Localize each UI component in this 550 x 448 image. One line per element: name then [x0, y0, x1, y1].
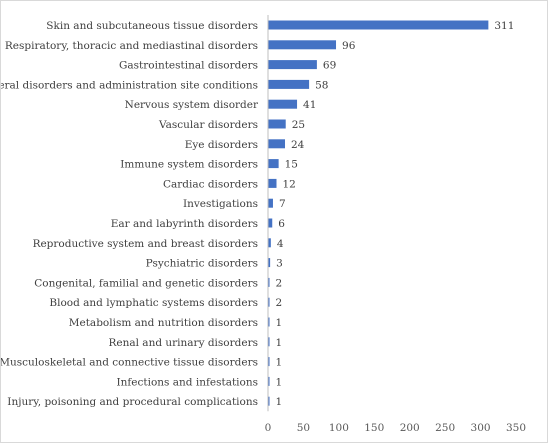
- bar: [268, 99, 298, 109]
- bar-value-label: 1: [276, 396, 283, 408]
- category-label: Infections and infestations: [117, 376, 259, 388]
- bar: [268, 60, 317, 70]
- category-label: Psychiatric disorders: [146, 258, 258, 270]
- category-label: Ear and labyrinth disorders: [111, 218, 258, 230]
- bar-value-label: 2: [276, 277, 283, 289]
- category-label: Skin and subcutaneous tissue disorders: [46, 20, 258, 32]
- x-tick-label: 0: [265, 422, 272, 434]
- bar: [268, 198, 273, 208]
- bar-value-label: 2: [276, 297, 283, 309]
- bar: [268, 376, 270, 386]
- bar-value-label: 24: [291, 139, 305, 151]
- bar-value-label: 1: [276, 317, 283, 329]
- category-label: Gastrointestinal disorders: [119, 60, 258, 72]
- x-tick-label: 350: [506, 422, 526, 434]
- bar: [268, 396, 270, 406]
- bar-value-label: 1: [276, 357, 283, 369]
- bar-value-label: 96: [342, 40, 356, 52]
- bar: [268, 258, 271, 268]
- category-label: General disorders and administration sit…: [1, 79, 258, 91]
- x-tick-label: 200: [400, 422, 420, 434]
- bar: [268, 357, 270, 367]
- category-label: Eye disorders: [185, 139, 258, 151]
- bar: [268, 40, 337, 50]
- category-label: Blood and lymphatic systems disorders: [49, 297, 258, 309]
- bar-value-label: 69: [323, 60, 336, 72]
- bar-value-label: 3: [276, 258, 283, 270]
- category-label: Vascular disorders: [158, 119, 258, 131]
- bar-value-label: 6: [278, 218, 285, 230]
- category-label: Musculoskeletal and connective tissue di…: [1, 357, 258, 369]
- bar: [268, 159, 279, 169]
- bar-value-label: 58: [315, 79, 328, 91]
- value-labels: 311 96 69 58 41 25 24 15 12 7 6 4 3 2 2 1 1 1 1 1: [276, 20, 515, 408]
- category-label: Immune system disorders: [120, 159, 258, 171]
- bar: [268, 119, 286, 129]
- bar: [268, 317, 270, 327]
- x-tick-label: 150: [364, 422, 384, 434]
- bar-value-label: 12: [283, 178, 296, 190]
- x-axis-tick-labels: 0 50 100 150 200 250 300 350: [265, 422, 526, 434]
- x-tick-label: 100: [329, 422, 349, 434]
- category-labels: Skin and subcutaneous tissue disorders Re…: [0, 20, 259, 408]
- x-tick-label: 300: [471, 422, 491, 434]
- x-tick-label: 250: [435, 422, 455, 434]
- category-label: Nervous system disorder: [125, 99, 259, 111]
- bar-value-label: 15: [285, 159, 298, 171]
- bar-value-label: 1: [276, 376, 283, 388]
- category-label: Respiratory, thoracic and mediastinal di…: [5, 40, 258, 52]
- bar-value-label: 1: [276, 337, 283, 349]
- bar-value-label: 7: [279, 198, 286, 210]
- category-label: Reproductive system and breast disorders: [33, 238, 258, 250]
- bar-value-label: 311: [494, 20, 514, 32]
- bars: [268, 20, 489, 406]
- bar: [268, 20, 489, 30]
- bar: [268, 337, 270, 347]
- category-label: Renal and urinary disorders: [108, 337, 258, 349]
- category-label: Metabolism and nutrition disorders: [69, 317, 258, 329]
- category-label: Congenital, familial and genetic disorde…: [34, 277, 258, 289]
- x-tick-label: 50: [297, 422, 310, 434]
- bar: [268, 139, 286, 149]
- bar: [268, 277, 270, 287]
- category-label: Injury, poisoning and procedural complic…: [7, 396, 258, 408]
- bar: [268, 178, 277, 188]
- bar-value-label: 41: [303, 99, 316, 111]
- bar-value-label: 4: [277, 238, 284, 250]
- bar: [268, 297, 270, 307]
- category-label: Cardiac disorders: [163, 178, 258, 190]
- category-label: Investigations: [183, 198, 258, 210]
- bar: [268, 218, 273, 228]
- bar: [268, 238, 271, 248]
- bar: [268, 79, 310, 89]
- bar-value-label: 25: [292, 119, 305, 131]
